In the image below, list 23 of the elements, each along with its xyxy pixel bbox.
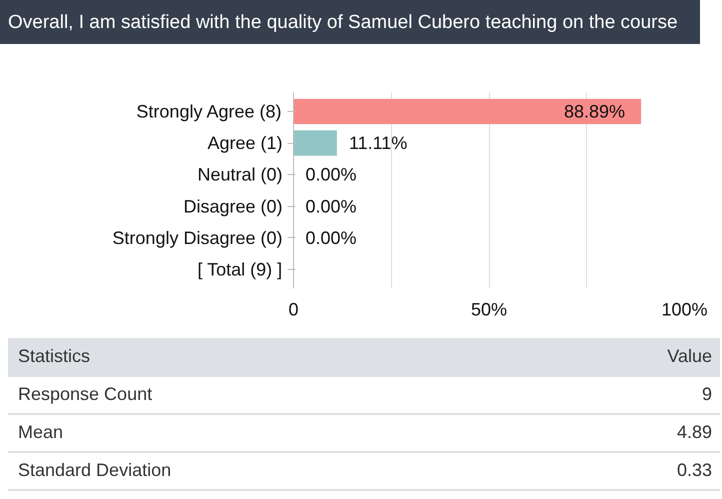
- data-label: 0.00%: [306, 164, 357, 185]
- y-tick-label: Agree (1): [207, 133, 283, 154]
- text: Value: [666, 344, 713, 368]
- y-tick-label: Strongly Agree (8): [136, 101, 282, 122]
- text: 0.33: [676, 459, 713, 482]
- x-tick-label: 0: [288, 300, 299, 320]
- text: Standard Deviation: [17, 459, 172, 482]
- text: Response Count: [17, 383, 154, 406]
- y-tick-label: Neutral (0): [197, 164, 283, 185]
- text: 4.89: [676, 421, 713, 444]
- data-label: 88.89%: [564, 101, 626, 122]
- y-tick-label: Strongly Disagree (0): [112, 228, 283, 248]
- text: 9: [700, 383, 713, 406]
- x-tick-label: 100%: [661, 300, 708, 320]
- x-tick-label: 50%: [470, 300, 508, 320]
- y-tick-label: Disagree (0): [183, 196, 283, 216]
- text: Statistics: [17, 344, 92, 368]
- chart-title: Overall, I am satisfied with the quality of Samuel Cubero teaching on the course: [0, 0, 700, 44]
- data-label: 0.00%: [306, 196, 357, 216]
- text: Mean: [17, 421, 64, 444]
- data-label: 0.00%: [306, 228, 357, 248]
- y-tick-label: [ Total (9) ]: [197, 260, 282, 280]
- data-label: 11.11%: [348, 133, 408, 154]
